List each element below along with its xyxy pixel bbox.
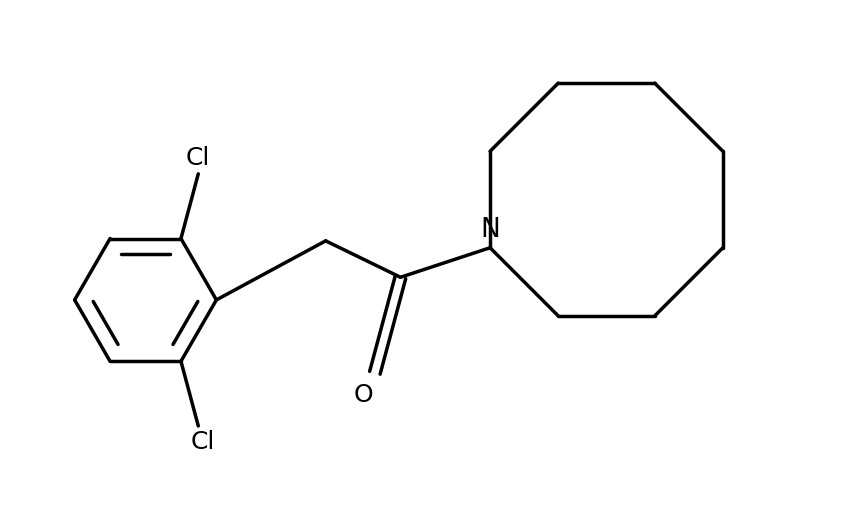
Text: Cl: Cl	[186, 146, 210, 170]
Text: Cl: Cl	[191, 430, 215, 454]
Text: N: N	[480, 217, 499, 243]
Text: O: O	[353, 383, 373, 406]
